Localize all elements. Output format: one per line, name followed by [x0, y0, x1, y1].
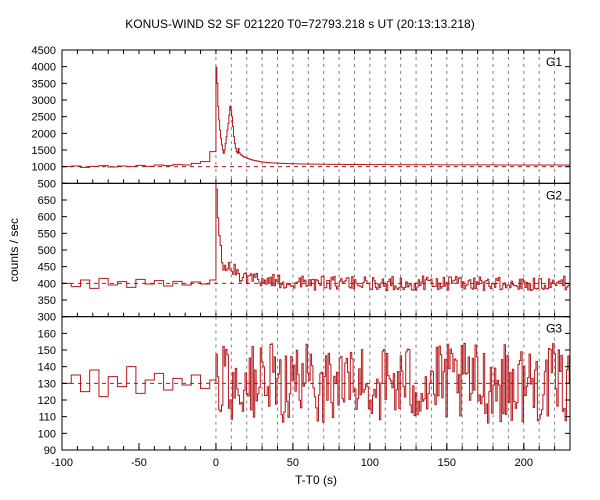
ytick-label: 90: [44, 445, 56, 457]
ytick-label: 2000: [32, 128, 56, 140]
ytick-label: 160: [38, 328, 56, 340]
ytick-label: 400: [38, 278, 56, 290]
xtick-label: 0: [213, 457, 219, 469]
panel-label-G3: G3: [546, 322, 562, 336]
ytick-label: 550: [38, 228, 56, 240]
ytick-label: 120: [38, 395, 56, 407]
ytick-label: 3500: [32, 78, 56, 90]
ytick-label: 500: [38, 245, 56, 257]
xtick-label: -100: [51, 457, 73, 469]
ytick-label: 4000: [32, 62, 56, 74]
ytick-label: 300: [38, 312, 56, 324]
ytick-label: 1500: [32, 145, 56, 157]
ytick-label: 4500: [32, 45, 56, 57]
ytick-label: 140: [38, 362, 56, 374]
chart-title: KONUS-WIND S2 SF 021220 T0=72793.218 s U…: [125, 17, 474, 31]
xtick-label: 50: [287, 457, 299, 469]
xtick-label: 100: [361, 457, 379, 469]
xtick-label: 200: [515, 457, 533, 469]
ytick-label: 3000: [32, 95, 56, 107]
ytick-label: 500: [38, 178, 56, 190]
ytick-label: 110: [38, 412, 56, 424]
x-axis-label: T-T0 (s): [295, 473, 337, 487]
xtick-label: -50: [131, 457, 147, 469]
ytick-label: 600: [38, 212, 56, 224]
ytick-label: 2500: [32, 112, 56, 124]
chart-container: KONUS-WIND S2 SF 021220 T0=72793.218 s U…: [0, 0, 600, 500]
ytick-label: 130: [38, 378, 56, 390]
ytick-label: 350: [38, 295, 56, 307]
panel-label-G2: G2: [546, 188, 562, 202]
ytick-label: 650: [38, 195, 56, 207]
y-axis-label: counts / sec: [7, 218, 21, 282]
ytick-label: 1000: [32, 162, 56, 174]
ytick-label: 100: [38, 428, 56, 440]
xtick-label: 150: [438, 457, 456, 469]
panel-label-G1: G1: [546, 55, 562, 69]
ytick-label: 450: [38, 262, 56, 274]
ytick-label: 150: [38, 345, 56, 357]
